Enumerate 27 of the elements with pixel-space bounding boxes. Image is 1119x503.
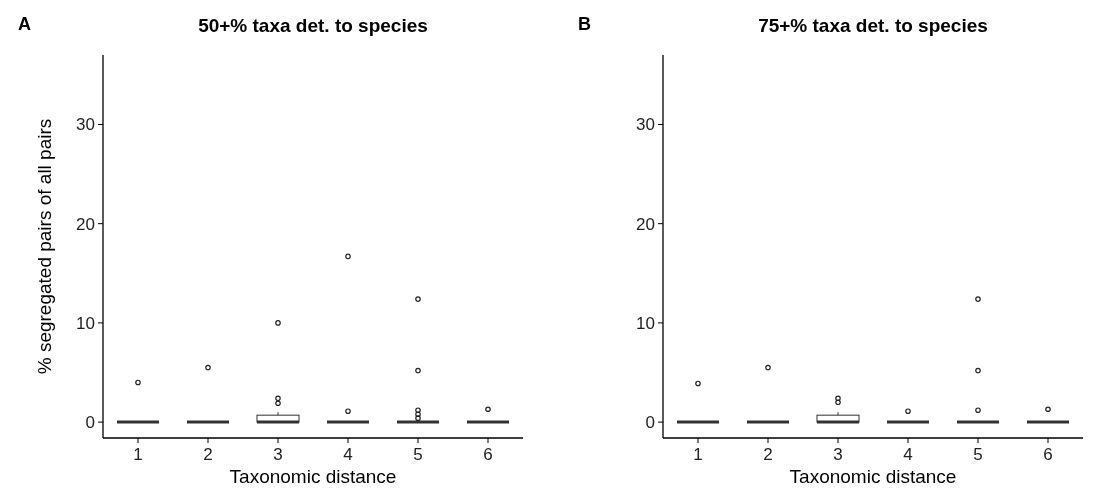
x-tick-label: 6 bbox=[483, 445, 493, 464]
y-tick-label: 30 bbox=[76, 115, 95, 135]
y-tick-label: 0 bbox=[85, 413, 95, 433]
y-tick-label: 10 bbox=[636, 313, 655, 333]
x-tick-label: 2 bbox=[763, 445, 773, 464]
x-tick-label: 3 bbox=[273, 445, 283, 464]
chart-title: 50+% taxa det. to species bbox=[198, 15, 428, 36]
x-tick-label: 5 bbox=[413, 445, 423, 464]
x-tick-label: 4 bbox=[903, 445, 913, 464]
y-tick-label: 0 bbox=[645, 413, 655, 433]
y-tick-label: 20 bbox=[636, 214, 655, 234]
y-tick-label: 10 bbox=[76, 313, 95, 333]
y-tick-label: 30 bbox=[636, 115, 655, 135]
x-tick-label: 1 bbox=[133, 445, 143, 464]
x-axis-title: Taxonomic distance bbox=[229, 466, 397, 487]
y-axis-title: % segregated pairs of all pairs bbox=[34, 118, 55, 375]
x-tick-label: 3 bbox=[833, 445, 843, 464]
x-tick-label: 4 bbox=[343, 445, 353, 464]
text: A bbox=[18, 14, 31, 34]
y-tick-label: 20 bbox=[76, 214, 95, 234]
x-axis-title: Taxonomic distance bbox=[789, 466, 957, 487]
chart-title: 75+% taxa det. to species bbox=[758, 15, 988, 36]
text: B bbox=[578, 14, 591, 34]
x-tick-label: 1 bbox=[693, 445, 703, 464]
x-tick-label: 2 bbox=[203, 445, 213, 464]
x-tick-label: 5 bbox=[973, 445, 983, 464]
x-tick-label: 6 bbox=[1043, 445, 1053, 464]
